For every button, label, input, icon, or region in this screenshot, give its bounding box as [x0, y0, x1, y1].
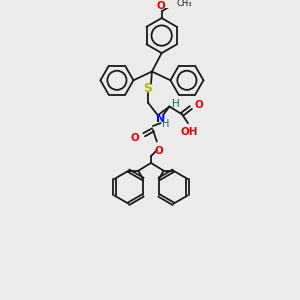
Text: O: O	[154, 146, 163, 156]
Text: H: H	[162, 119, 169, 129]
Text: O: O	[195, 100, 203, 110]
Text: O: O	[130, 133, 139, 142]
Text: O: O	[156, 1, 165, 11]
Text: H: H	[172, 99, 180, 109]
Text: CH₃: CH₃	[176, 0, 192, 8]
Text: N: N	[156, 114, 165, 124]
Text: OH: OH	[180, 127, 198, 137]
Text: S: S	[144, 82, 153, 94]
